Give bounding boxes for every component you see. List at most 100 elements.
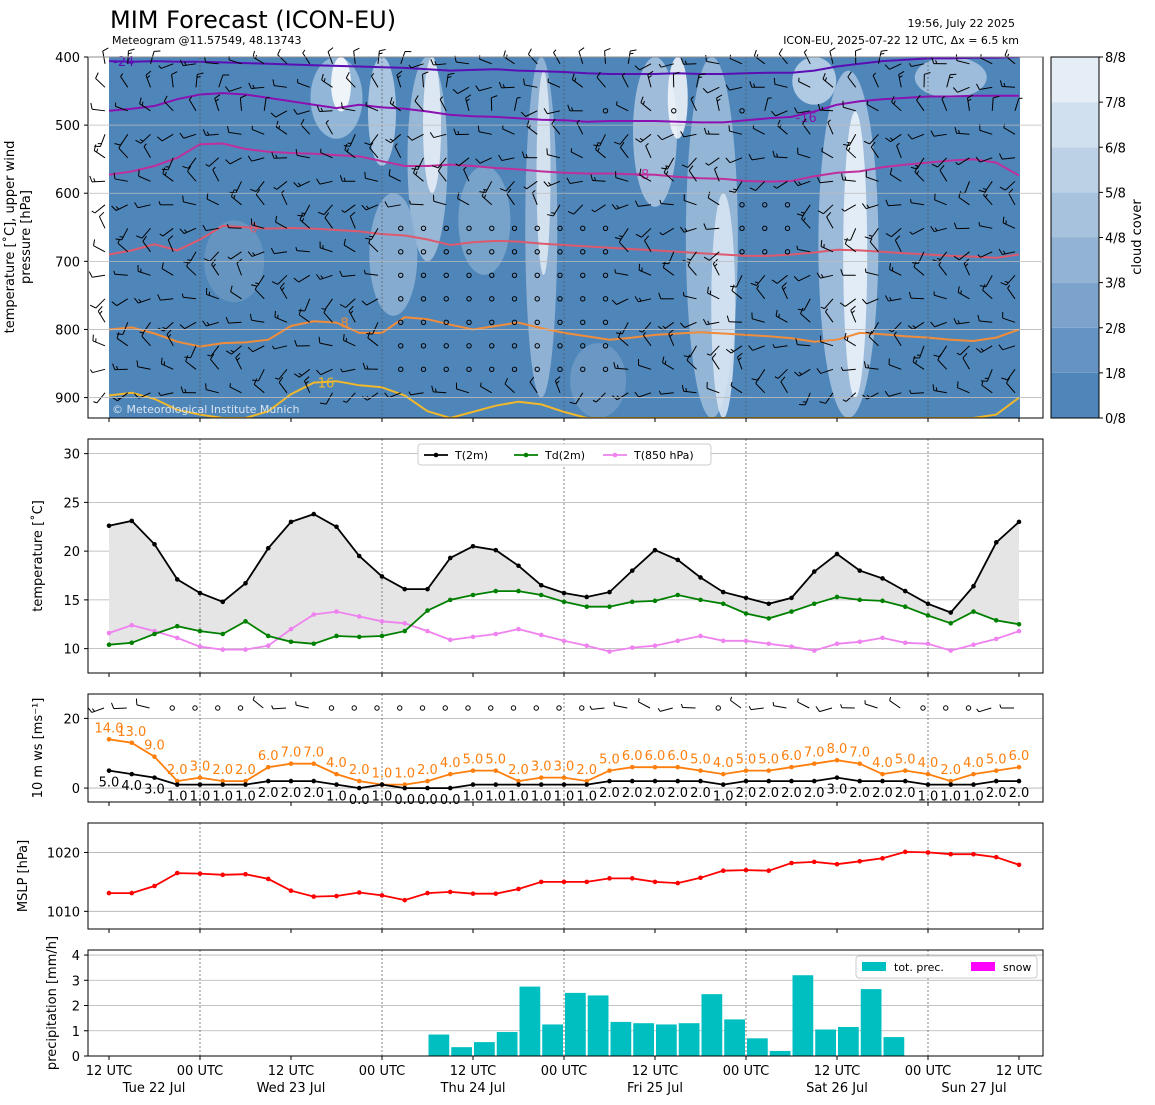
colorbar-segment — [1051, 327, 1099, 373]
calm-marker — [602, 225, 609, 232]
wind-barb — [183, 133, 197, 139]
wind-barb — [932, 384, 935, 391]
wind-barb — [977, 254, 981, 258]
wind-barb — [543, 108, 548, 114]
data-point — [538, 775, 544, 780]
speed-label: 0.0 — [394, 793, 415, 808]
wind-barb — [206, 389, 219, 394]
wind-barb — [92, 274, 106, 278]
wind-barb — [729, 157, 743, 164]
wind-barb — [664, 360, 667, 365]
wind-barb — [898, 74, 902, 88]
wind-barb — [520, 111, 526, 117]
wind-barb — [99, 211, 105, 217]
wind-barb — [673, 71, 680, 75]
data-point — [516, 588, 521, 594]
wind-barb — [293, 108, 298, 115]
wind-barb — [344, 149, 356, 159]
data-point — [379, 574, 385, 579]
wind-barb — [575, 392, 584, 405]
wind-barb — [384, 392, 390, 398]
wind-barb — [757, 369, 766, 381]
wind-barb — [658, 390, 662, 395]
calm-marker — [557, 319, 563, 326]
calm-marker — [466, 296, 472, 302]
wind-barb — [98, 216, 106, 229]
wind-barb — [179, 132, 185, 139]
wind-barb — [206, 321, 210, 326]
precip-bar — [633, 1023, 654, 1056]
calm-marker — [534, 249, 540, 255]
data-point — [766, 768, 772, 773]
wind-barb — [320, 275, 324, 279]
data-point — [311, 761, 317, 766]
wind-barb — [343, 244, 356, 253]
wind-barb — [118, 142, 123, 149]
speed-label: 1.0 — [485, 790, 506, 805]
wind-barb — [183, 63, 197, 67]
wind-barb — [293, 277, 299, 283]
wind-barb — [345, 77, 356, 88]
wind-barb — [982, 188, 987, 191]
wind-barb — [342, 333, 345, 341]
data-point — [743, 778, 749, 784]
calm-marker — [556, 705, 562, 711]
wind-barb — [939, 169, 948, 182]
data-point — [857, 639, 863, 645]
wind-barb — [845, 142, 850, 150]
wind-barb — [939, 165, 945, 171]
wind-barb — [271, 345, 275, 350]
wind-barb — [160, 392, 174, 396]
wind-barb — [340, 368, 343, 373]
wind-barb — [755, 377, 760, 384]
wind-barb — [688, 170, 697, 182]
data-point — [948, 648, 954, 653]
wind-barb — [615, 367, 629, 370]
data-point — [811, 569, 817, 574]
calm-marker — [739, 249, 745, 255]
data-point — [811, 859, 817, 865]
wind-barb — [225, 317, 229, 324]
data-point — [834, 551, 840, 557]
wind-barb — [265, 96, 270, 99]
wind-barb — [206, 192, 209, 200]
wind-barb — [205, 164, 210, 167]
data-point — [356, 778, 362, 784]
wind-barb — [183, 201, 197, 206]
wind-barb — [910, 297, 925, 300]
wind-barb — [320, 107, 323, 112]
wind-barb — [162, 326, 167, 330]
wind-barb — [514, 97, 518, 111]
wind-barb — [501, 157, 515, 161]
wind-barb — [847, 76, 857, 88]
wind-barb — [613, 362, 616, 369]
wind-barb — [161, 363, 174, 370]
data-point — [220, 782, 226, 787]
calm-marker — [534, 272, 540, 279]
legend-label: T(2m) — [454, 449, 488, 462]
wind-barb — [615, 272, 629, 276]
calm-marker — [237, 705, 244, 711]
wind-barb — [274, 251, 288, 255]
wind-barb — [730, 385, 743, 394]
wind-barb — [214, 94, 221, 99]
wind-barb — [323, 78, 326, 82]
wind-barb — [660, 707, 673, 712]
wind-barb — [278, 124, 281, 129]
speed-label: 2.0 — [986, 786, 1007, 801]
wind-barb — [753, 83, 756, 88]
y-tick-label: 30 — [63, 448, 80, 463]
wind-barb — [142, 322, 151, 334]
data-point — [402, 782, 408, 787]
wind-barb — [228, 59, 242, 65]
wind-barb — [872, 72, 877, 76]
data-point — [584, 594, 590, 600]
wind-barb — [370, 75, 379, 88]
wind-barb — [229, 383, 231, 387]
wind-barb — [891, 227, 902, 238]
wind-barb — [324, 217, 333, 229]
wind-barb — [1002, 216, 1005, 223]
wind-barb — [372, 322, 379, 335]
speed-label: 2.0 — [303, 786, 324, 801]
wind-barb — [888, 329, 893, 333]
